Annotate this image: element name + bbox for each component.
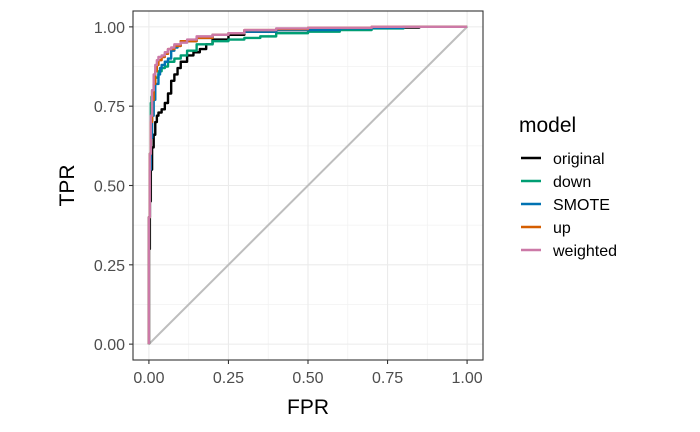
x-tick-label: 0.25: [213, 370, 244, 387]
y-tick-label: 0.50: [94, 179, 125, 196]
legend-label-down: down: [553, 174, 591, 191]
legend-title: model: [519, 114, 576, 137]
roc-curve-weighted: [147, 25, 468, 345]
y-tick-label: 0.00: [94, 337, 125, 354]
y-tick-label: 0.25: [94, 258, 125, 275]
legend-label-smote: SMOTE: [553, 197, 610, 214]
legend-label-weighted: weighted: [552, 243, 617, 260]
x-tick-label: 0.00: [133, 370, 164, 387]
x-tick-label: 1.00: [452, 370, 483, 387]
roc-curves: [147, 25, 468, 345]
y-axis-title: TPR: [56, 165, 79, 207]
legend-label-original: original: [553, 151, 605, 168]
legend-label-up: up: [553, 220, 571, 237]
x-tick-label: 0.75: [372, 370, 403, 387]
legend: model original down SMOTE up weighted: [519, 114, 617, 260]
reference-line: [148, 26, 468, 345]
x-axis-title: FPR: [287, 396, 329, 419]
legend-items: original down SMOTE up weighted: [521, 151, 617, 260]
x-tick-label: 0.50: [292, 370, 323, 387]
reference-diagonal: [148, 26, 468, 345]
axes: 0.00 0.25 0.50 0.75 1.00 0.00 0.25 0.50 0.75 1.00: [94, 20, 483, 387]
y-tick-label: 1.00: [94, 20, 125, 37]
y-tick-label: 0.75: [94, 99, 125, 116]
